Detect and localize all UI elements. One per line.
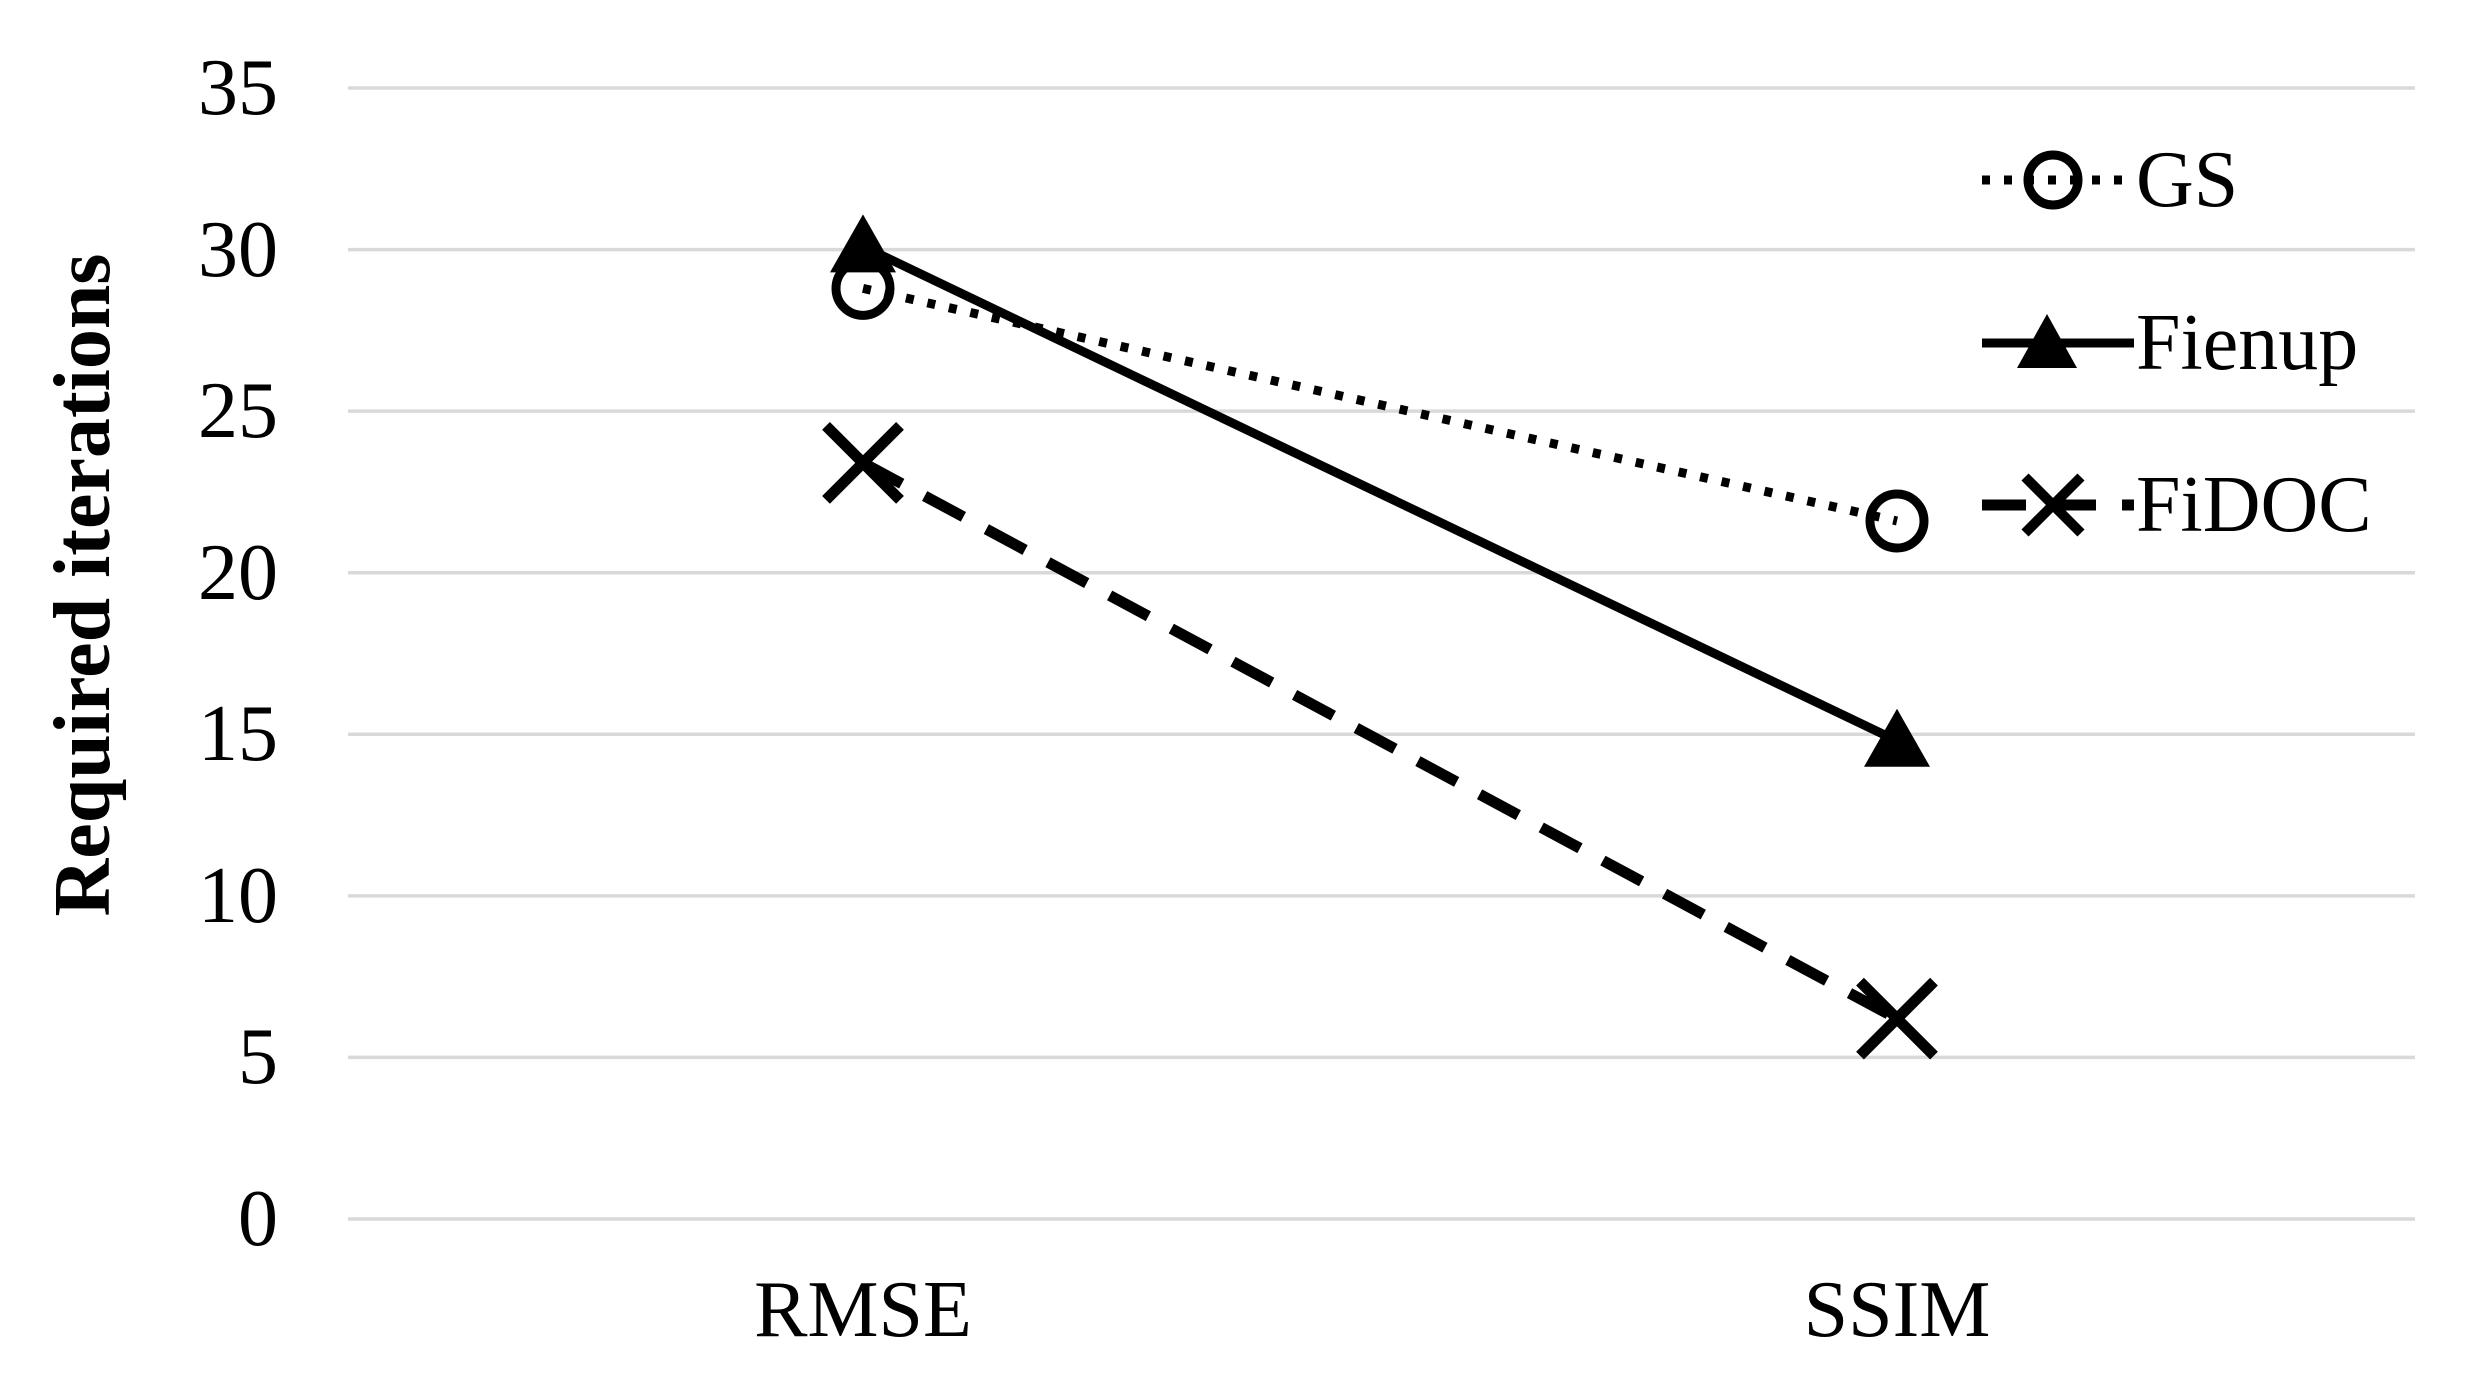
x-dashed-line-icon <box>1982 473 2134 537</box>
gridlines <box>348 86 2415 1221</box>
open-circle-dotted-line-icon <box>1982 150 2134 210</box>
series-gs <box>831 256 1929 553</box>
legend-label-fidoc: FiDOC <box>2136 461 2372 549</box>
y-axis-tick-label: 10 <box>198 852 278 940</box>
legend-label-gs: GS <box>2136 136 2239 224</box>
legend-label-fienup: Fienup <box>2136 299 2359 387</box>
marker-open-circle-ssim <box>1865 489 1929 553</box>
y-axis-tick-label: 35 <box>198 44 278 132</box>
y-axis-title: Required iterations <box>39 253 127 917</box>
y-axis-tick-label: 0 <box>238 1175 278 1263</box>
x-axis-category-label: RMSE <box>754 1266 972 1354</box>
y-axis-tick-label: 15 <box>198 690 278 778</box>
series-fidoc <box>822 421 1938 1060</box>
x-axis-category-label: SSIM <box>1803 1266 1991 1354</box>
series-fienup <box>830 214 1930 767</box>
y-axis-tick-label: 20 <box>198 529 278 617</box>
y-axis-tick-label: 30 <box>198 206 278 294</box>
series-line-fienup <box>861 242 1899 745</box>
filled-triangle-solid-line-icon <box>1982 314 2134 368</box>
marker-filled-triangle-rmse <box>830 214 896 273</box>
y-axis-tick-label: 5 <box>238 1013 278 1101</box>
marker-filled-triangle-ssim <box>1864 708 1930 767</box>
series-line-fidoc <box>860 458 1900 1024</box>
y-axis-tick-label: 25 <box>198 367 278 455</box>
